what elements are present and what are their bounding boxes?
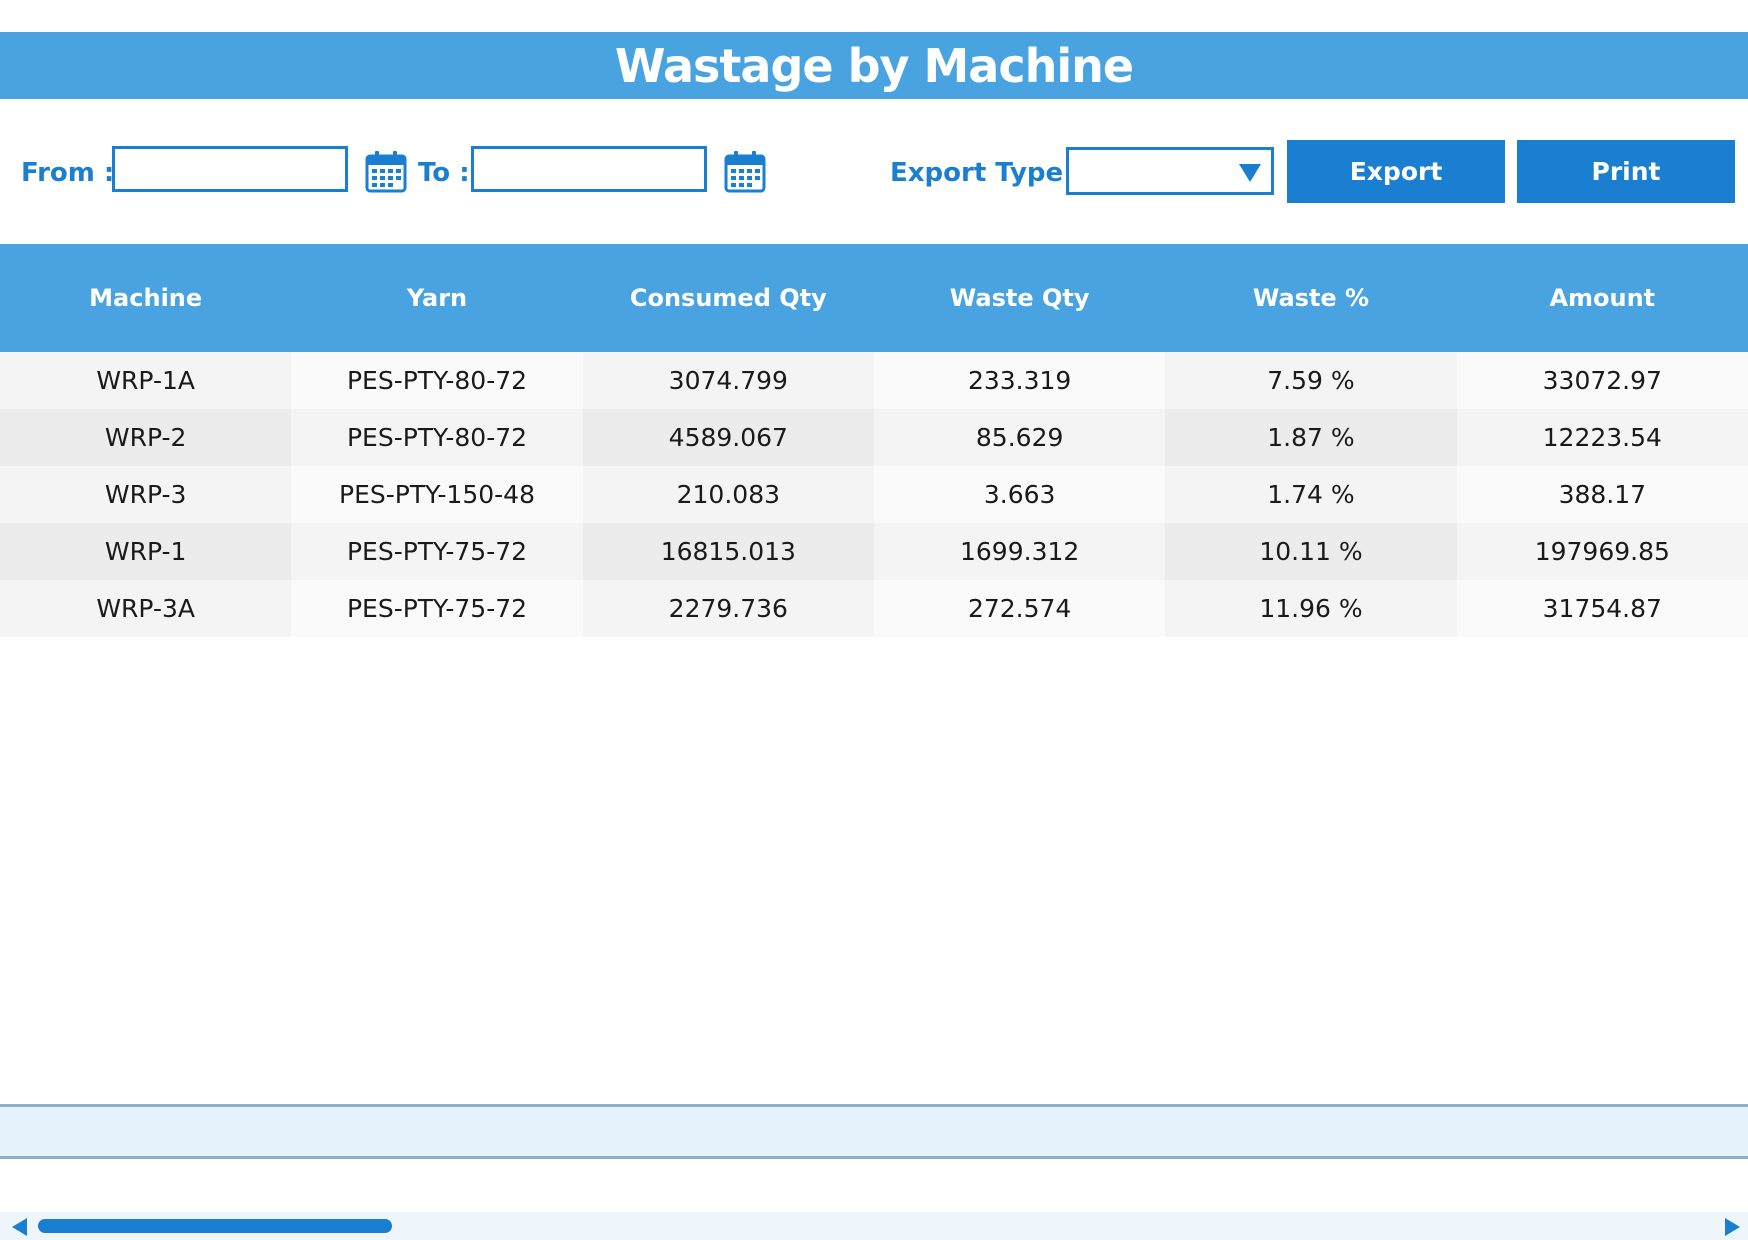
calendar-icon[interactable] xyxy=(723,150,767,194)
table-body: WRP-1A PES-PTY-80-72 3074.799 233.319 7.… xyxy=(0,352,1748,637)
horizontal-scrollbar[interactable] xyxy=(0,1212,1748,1240)
scrollbar-thumb[interactable] xyxy=(38,1219,392,1233)
cell-yarn: PES-PTY-75-72 xyxy=(291,523,583,580)
title-bar: Wastage by Machine xyxy=(0,32,1748,99)
from-date-field[interactable] xyxy=(112,146,348,192)
column-header-waste-percent[interactable]: Waste % xyxy=(1252,284,1370,312)
page-title: Wastage by Machine xyxy=(614,38,1134,93)
cell-machine: WRP-3 xyxy=(0,466,292,523)
table-row[interactable]: WRP-1A PES-PTY-80-72 3074.799 233.319 7.… xyxy=(0,352,1748,409)
cell-consumed-qty: 16815.013 xyxy=(582,523,874,580)
table-row[interactable]: WRP-2 PES-PTY-80-72 4589.067 85.629 1.87… xyxy=(0,409,1748,466)
export-type-select[interactable] xyxy=(1066,147,1274,195)
cell-waste-percent: 10.11 % xyxy=(1165,523,1457,580)
table-row[interactable]: WRP-3 PES-PTY-150-48 210.083 3.663 1.74 … xyxy=(0,466,1748,523)
chevron-down-icon xyxy=(1239,164,1261,182)
cell-machine: WRP-2 xyxy=(0,409,292,466)
cell-consumed-qty: 210.083 xyxy=(582,466,874,523)
column-header-consumed-qty[interactable]: Consumed Qty xyxy=(629,284,827,312)
cell-yarn: PES-PTY-75-72 xyxy=(291,580,583,637)
cell-waste-percent: 1.87 % xyxy=(1165,409,1457,466)
cell-machine: WRP-1 xyxy=(0,523,292,580)
cell-waste-qty: 233.319 xyxy=(873,352,1166,409)
scroll-right-arrow-icon[interactable] xyxy=(1725,1218,1740,1236)
column-header-waste-qty[interactable]: Waste Qty xyxy=(949,284,1090,312)
cell-waste-percent: 1.74 % xyxy=(1165,466,1457,523)
export-type-label: Export Type : xyxy=(890,158,1083,188)
cell-waste-qty: 272.574 xyxy=(873,580,1166,637)
cell-machine: WRP-1A xyxy=(0,352,292,409)
from-label: From : xyxy=(21,158,115,188)
column-header-yarn[interactable]: Yarn xyxy=(406,284,468,312)
cell-consumed-qty: 2279.736 xyxy=(582,580,874,637)
column-header-amount[interactable]: Amount xyxy=(1549,284,1656,312)
cell-yarn: PES-PTY-150-48 xyxy=(291,466,583,523)
cell-waste-qty: 1699.312 xyxy=(873,523,1166,580)
print-button[interactable]: Print xyxy=(1517,140,1735,203)
cell-waste-qty: 85.629 xyxy=(873,409,1166,466)
export-button[interactable]: Export xyxy=(1287,140,1505,203)
cell-waste-percent: 11.96 % xyxy=(1165,580,1457,637)
cell-consumed-qty: 4589.067 xyxy=(582,409,874,466)
cell-machine: WRP-3A xyxy=(0,580,292,637)
cell-waste-qty: 3.663 xyxy=(873,466,1166,523)
cell-yarn: PES-PTY-80-72 xyxy=(291,409,583,466)
table-footer xyxy=(0,1104,1748,1159)
scroll-left-arrow-icon[interactable] xyxy=(12,1218,27,1236)
cell-amount: 197969.85 xyxy=(1456,523,1748,580)
to-date-field[interactable] xyxy=(471,146,707,192)
to-label: To : xyxy=(418,158,470,188)
column-header-machine[interactable]: Machine xyxy=(89,284,203,312)
cell-waste-percent: 7.59 % xyxy=(1165,352,1457,409)
cell-amount: 33072.97 xyxy=(1456,352,1748,409)
cell-amount: 388.17 xyxy=(1456,466,1748,523)
table-row[interactable]: WRP-1 PES-PTY-75-72 16815.013 1699.312 1… xyxy=(0,523,1748,580)
cell-consumed-qty: 3074.799 xyxy=(582,352,874,409)
cell-amount: 31754.87 xyxy=(1456,580,1748,637)
calendar-icon[interactable] xyxy=(364,150,408,194)
table-header: Machine Yarn Consumed Qty Waste Qty Wast… xyxy=(0,244,1748,352)
cell-yarn: PES-PTY-80-72 xyxy=(291,352,583,409)
table-row[interactable]: WRP-3A PES-PTY-75-72 2279.736 272.574 11… xyxy=(0,580,1748,637)
cell-amount: 12223.54 xyxy=(1456,409,1748,466)
